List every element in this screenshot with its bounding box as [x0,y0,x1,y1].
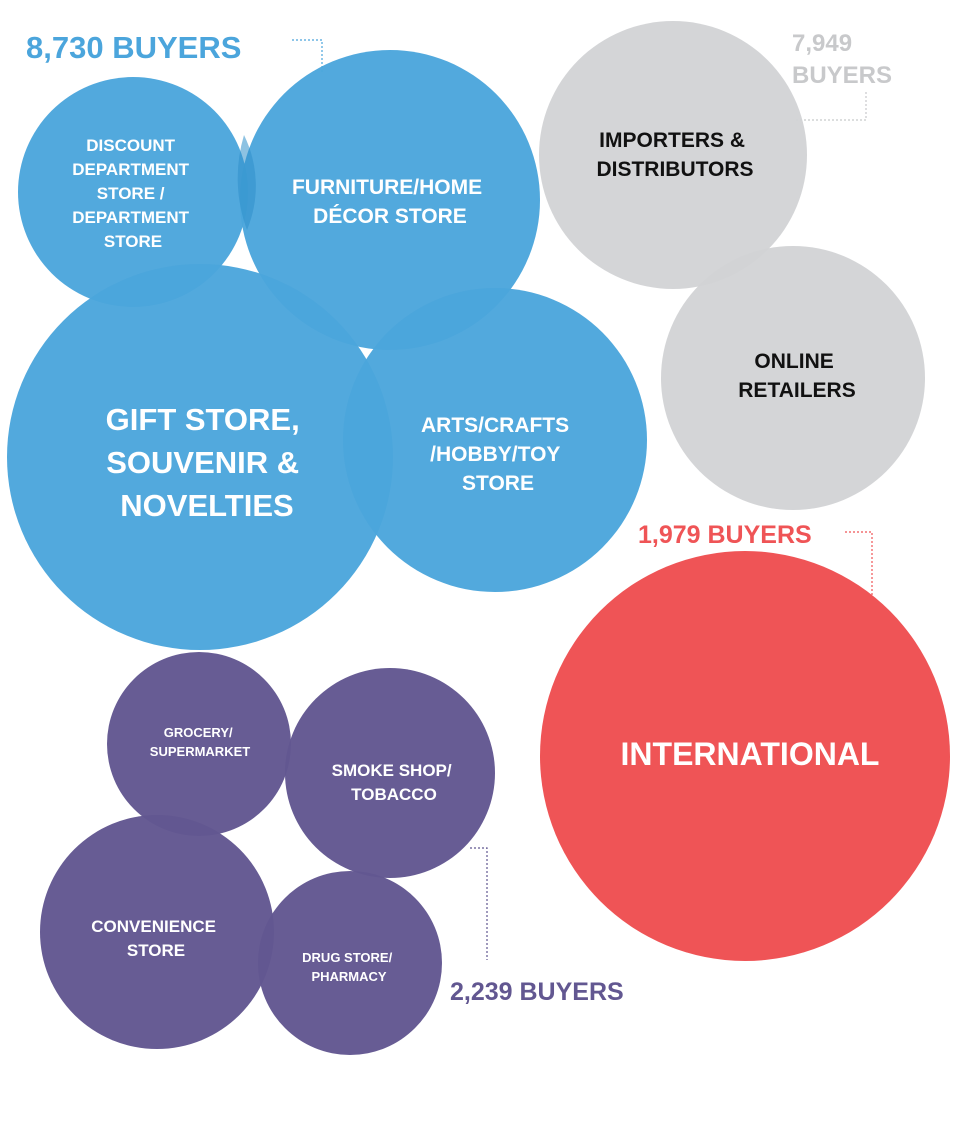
discount-department-circle [18,77,248,307]
red-group [540,551,950,961]
purple-leader-line [470,847,488,960]
blue-buyers-count: 8,730 BUYERS [26,30,241,65]
drug-label: DRUG STORE/ PHARMACY [302,950,396,984]
online-label: ONLINE RETAILERS [738,350,855,402]
buyer-counts: 8,730 BUYERS 7,949 BUYERS 1,979 BUYERS 2… [26,30,892,1006]
red-leader-line [845,531,873,602]
arts-crafts-circle [343,288,647,592]
international-circle [540,551,950,961]
grocery-supermarket-circle [107,652,291,836]
online-retailers-circle [661,246,925,510]
blue-group [7,50,647,650]
furniture-label: FURNITURE/HOME DÉCOR STORE [292,176,488,228]
convenience-store-circle [40,815,274,1049]
discount-label: DISCOUNT DEPARTMENT STORE / DEPARTMENT S… [72,136,194,251]
importers-distributors-circle [539,21,807,289]
grocery-label: GROCERY/ SUPERMARKET [150,725,250,759]
gift-label: GIFT STORE, SOUVENIR & NOVELTIES [106,402,309,523]
smoke-label: SMOKE SHOP/ TOBACCO [332,761,457,804]
circle-labels: DISCOUNT DEPARTMENT STORE / DEPARTMENT S… [72,129,879,984]
leader-lines [292,39,873,960]
importers-label: IMPORTERS & DISTRIBUTORS [596,129,753,181]
gift-store-circle [7,264,393,650]
gray-leader-line [795,92,867,121]
red-buyers-count: 1,979 BUYERS [638,521,812,549]
convenience-label: CONVENIENCE STORE [91,917,220,960]
smoke-shop-circle [285,668,495,878]
blue-leader-line [292,39,323,72]
gray-buyers-count: 7,949 BUYERS [792,30,892,89]
furniture-home-decor-circle [240,50,540,350]
gray-group [539,21,925,510]
drug-store-circle [258,871,442,1055]
purple-group [40,652,495,1055]
international-label: INTERNATIONAL [621,736,880,772]
overlap-discount-furniture [237,135,256,230]
arts-label: ARTS/CRAFTS /HOBBY/TOY STORE [421,414,575,495]
purple-buyers-count: 2,239 BUYERS [450,978,624,1006]
